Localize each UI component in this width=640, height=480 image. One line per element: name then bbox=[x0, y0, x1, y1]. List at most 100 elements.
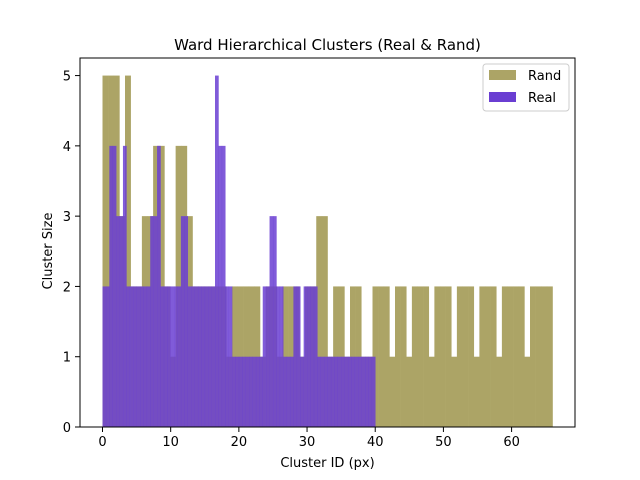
bar-rand bbox=[468, 286, 475, 427]
bar-rand bbox=[530, 286, 536, 427]
y-tick-label: 1 bbox=[63, 351, 71, 366]
bar-real bbox=[310, 286, 315, 427]
bar-rand bbox=[496, 356, 503, 427]
bar-real bbox=[153, 216, 158, 427]
bar-rand bbox=[462, 286, 469, 427]
bar-real bbox=[119, 216, 124, 427]
bar-real bbox=[221, 145, 226, 428]
bar-real bbox=[232, 356, 236, 427]
y-tick-label: 3 bbox=[63, 210, 71, 225]
bar-real bbox=[187, 286, 192, 427]
bar-rand bbox=[535, 286, 542, 427]
bar-real bbox=[146, 286, 151, 427]
bar-real bbox=[105, 286, 110, 427]
bar-real bbox=[150, 216, 154, 427]
y-axis-label: Cluster Size bbox=[41, 213, 56, 290]
bar-rand bbox=[383, 286, 390, 427]
bar-real bbox=[276, 286, 281, 427]
bar-real bbox=[334, 356, 339, 427]
y-tick-label: 0 bbox=[63, 421, 71, 436]
bar-real bbox=[330, 356, 335, 427]
bar-real bbox=[272, 216, 277, 427]
bar-real bbox=[235, 356, 240, 427]
bar-rand bbox=[125, 75, 131, 427]
bar-rand bbox=[501, 286, 508, 427]
x-tick-label: 30 bbox=[299, 435, 316, 450]
bar-real bbox=[259, 356, 264, 427]
legend-swatch-rand bbox=[489, 70, 516, 80]
x-axis-ticks: 0 10 20 30 40 50 60 bbox=[98, 427, 520, 450]
bar-real bbox=[116, 216, 120, 427]
chart-title: Ward Hierarchical Clusters (Real & Rand) bbox=[174, 36, 481, 54]
bar-real bbox=[126, 286, 131, 427]
bar-real bbox=[371, 356, 376, 427]
bar-real bbox=[269, 216, 274, 427]
bar-real bbox=[303, 286, 308, 427]
bar-real bbox=[197, 286, 202, 427]
y-tick-label: 2 bbox=[63, 280, 71, 295]
bar-real bbox=[140, 286, 144, 427]
bar-rand bbox=[456, 286, 463, 427]
x-axis-label: Cluster ID (px) bbox=[280, 456, 374, 471]
bar-real bbox=[157, 145, 161, 428]
bar-real bbox=[184, 216, 189, 427]
bar-real bbox=[283, 356, 287, 427]
bar-rand bbox=[428, 356, 435, 427]
bar-real bbox=[255, 356, 260, 427]
bar-real bbox=[245, 356, 250, 427]
legend-label-rand: Rand bbox=[528, 69, 561, 84]
bar-rand bbox=[423, 286, 430, 427]
bar-real bbox=[112, 145, 117, 428]
bar-rand bbox=[513, 286, 520, 427]
bar-real bbox=[296, 286, 301, 427]
bar-real bbox=[215, 75, 219, 427]
bar-real bbox=[129, 286, 134, 427]
bar-real bbox=[290, 356, 294, 427]
bar-rand bbox=[406, 356, 413, 427]
bar-real bbox=[262, 286, 267, 427]
x-tick-label: 0 bbox=[98, 435, 106, 450]
bar-real bbox=[266, 286, 270, 427]
bar-real bbox=[252, 356, 257, 427]
bar-real bbox=[191, 286, 195, 427]
axes bbox=[79, 57, 576, 428]
bar-real bbox=[160, 286, 165, 427]
bar-real bbox=[286, 356, 291, 427]
bar-real bbox=[351, 356, 356, 427]
bar-real bbox=[368, 356, 373, 427]
bar-real bbox=[347, 356, 352, 427]
bar-real bbox=[167, 286, 171, 427]
bar-real bbox=[300, 356, 304, 427]
bar-real bbox=[242, 356, 246, 427]
bar-real bbox=[170, 286, 175, 427]
bar-real bbox=[358, 356, 362, 427]
bar-real bbox=[208, 286, 212, 427]
bar-real bbox=[317, 356, 321, 427]
bar-rand bbox=[541, 286, 548, 427]
y-tick-label: 4 bbox=[63, 140, 71, 155]
bar-real bbox=[177, 286, 182, 427]
bar-rand bbox=[473, 356, 480, 427]
bar-real bbox=[201, 286, 206, 427]
bar-real bbox=[354, 356, 359, 427]
bar-rand bbox=[440, 286, 446, 427]
bar-real bbox=[109, 145, 114, 428]
bar-real bbox=[320, 356, 325, 427]
bar-real bbox=[249, 356, 253, 427]
bar-real bbox=[133, 286, 137, 427]
bar-real bbox=[324, 356, 328, 427]
x-tick-label: 10 bbox=[162, 435, 179, 450]
bar-rand bbox=[451, 356, 458, 427]
legend-label-real: Real bbox=[528, 91, 556, 106]
bar-rand bbox=[378, 286, 385, 427]
x-tick-label: 20 bbox=[231, 435, 248, 450]
series-real-bars bbox=[102, 75, 376, 428]
y-axis-ticks: 0 1 2 3 4 5 bbox=[63, 70, 80, 436]
bar-real bbox=[136, 286, 141, 427]
bar-real bbox=[211, 286, 216, 427]
bar-real bbox=[307, 286, 311, 427]
bar-real bbox=[143, 286, 148, 427]
bar-real bbox=[327, 356, 332, 427]
bar-real bbox=[102, 286, 107, 427]
